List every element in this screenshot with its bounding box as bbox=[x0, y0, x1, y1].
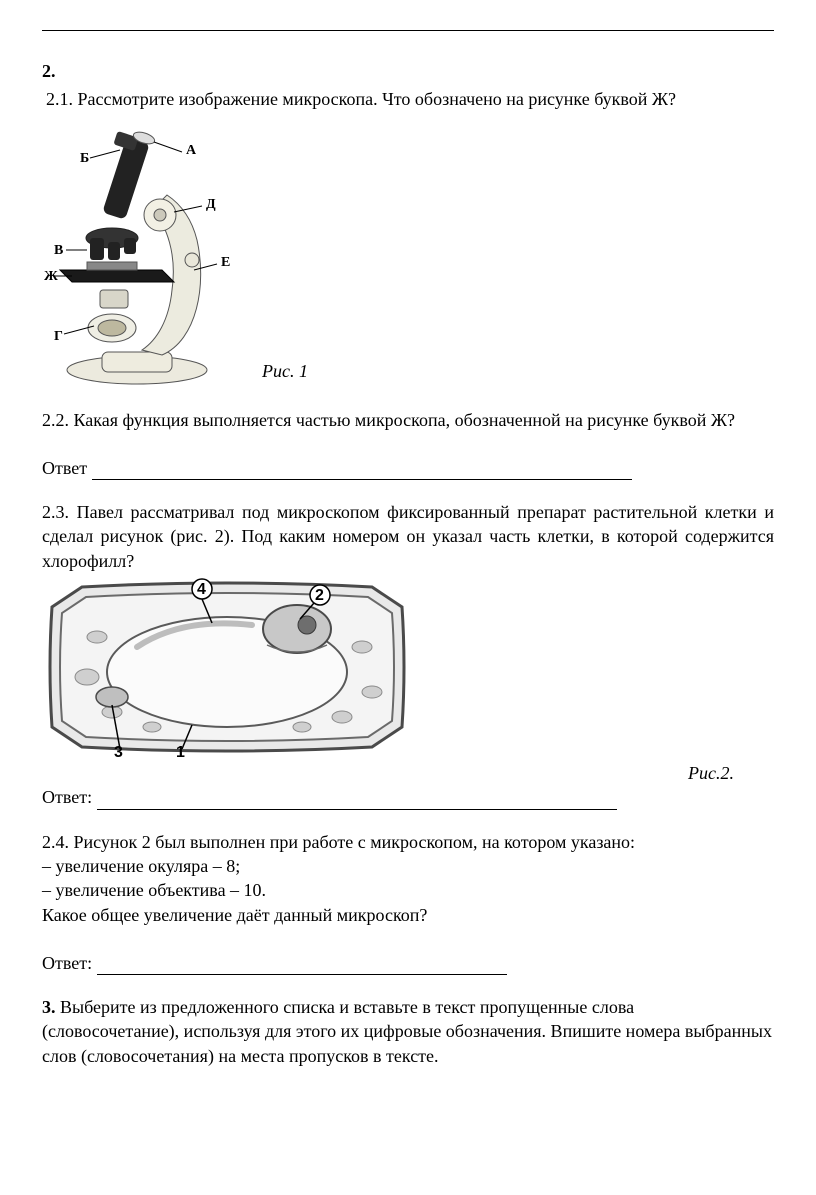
answer-label-3: Ответ: bbox=[42, 951, 97, 975]
q2-number: 2. bbox=[42, 59, 774, 83]
fig1-caption: Рис. 1 bbox=[262, 359, 308, 389]
label-ZH: Ж bbox=[44, 269, 58, 284]
label-V: В bbox=[54, 243, 63, 258]
cell-label-3: 3 bbox=[114, 744, 123, 757]
fig2-caption: Рис.2. bbox=[42, 761, 774, 785]
answer-22: Ответ bbox=[42, 456, 774, 480]
label-A: А bbox=[186, 143, 197, 158]
q24-l3: – увеличение объектива – 10. bbox=[42, 878, 774, 902]
label-G: Г bbox=[54, 329, 63, 344]
cell-label-4: 4 bbox=[197, 581, 206, 598]
q24-l2: – увеличение окуляра – 8; bbox=[42, 854, 774, 878]
label-B: Б bbox=[80, 151, 89, 166]
figure-1-row: А Б В Ж Г Д Е Рис. 1 bbox=[42, 130, 774, 390]
q24-l1: 2.4. Рисунок 2 был выполнен при работе с… bbox=[42, 830, 774, 854]
cell-figure: 4 2 3 1 bbox=[42, 577, 412, 757]
q3-number: 3. bbox=[42, 997, 60, 1017]
q22-text: 2.2. Какая функция выполняется частью ми… bbox=[42, 408, 774, 432]
cell-label-2: 2 bbox=[315, 587, 324, 604]
answer-blank-3[interactable] bbox=[97, 956, 507, 975]
q24-l4: Какое общее увеличение даёт данный микро… bbox=[42, 903, 774, 927]
label-D: Д bbox=[206, 197, 216, 212]
top-rule bbox=[42, 30, 774, 31]
answer-label-2: Ответ: bbox=[42, 785, 97, 809]
answer-blank-1[interactable] bbox=[92, 461, 632, 480]
figure-2-block: 4 2 3 1 Рис.2. bbox=[42, 577, 774, 785]
answer-label-1: Ответ bbox=[42, 456, 92, 480]
q3-text: 3. Выберите из предложенного списка и вс… bbox=[42, 995, 774, 1068]
answer-blank-2[interactable] bbox=[97, 791, 617, 810]
q21-text: 2.1. Рассмотрите изображение микроскопа.… bbox=[42, 87, 774, 111]
q3-body: Выберите из предложенного списка и встав… bbox=[42, 997, 772, 1066]
microscope-figure: А Б В Ж Г Д Е bbox=[42, 130, 252, 390]
answer-23: Ответ: bbox=[42, 785, 774, 809]
label-E: Е bbox=[221, 255, 230, 270]
answer-24: Ответ: bbox=[42, 951, 774, 975]
q23-text: 2.3. Павел рассматривал под микроскопом … bbox=[42, 500, 774, 573]
cell-label-1: 1 bbox=[176, 744, 185, 757]
